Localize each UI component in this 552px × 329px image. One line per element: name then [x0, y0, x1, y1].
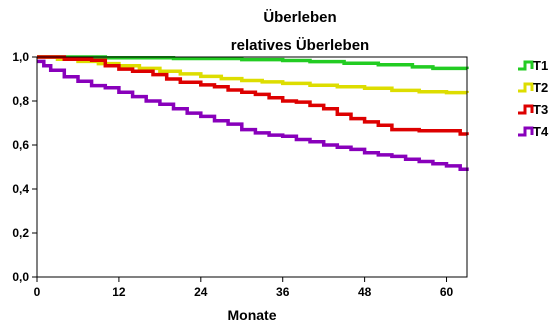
axes: 0,0 0,2 0,4 0,6 0,8 1,0 0 12 24 36 48 60	[12, 50, 468, 299]
legend-swatch	[518, 60, 534, 71]
x-tick-label: 24	[194, 285, 208, 299]
legend-label: T1	[533, 58, 548, 73]
x-axis-label: Monate	[228, 307, 277, 323]
legend-swatch	[518, 126, 534, 137]
plot-frame	[36, 56, 468, 278]
plot-area	[37, 55, 469, 171]
legend-swatch	[518, 82, 534, 93]
legend-swatch	[518, 104, 534, 115]
chart-subtitle: relatives Überleben	[231, 37, 369, 54]
legend-item-t3: T3	[518, 102, 548, 117]
x-tick-label: 12	[112, 285, 126, 299]
legend-item-t4: T4	[518, 124, 549, 139]
legend-label: T3	[533, 102, 548, 117]
y-tick-label: 0,8	[12, 94, 29, 108]
legend-label: T2	[533, 80, 548, 95]
y-tick-label: 0,2	[12, 226, 29, 240]
y-tick-label: 1,0	[12, 50, 29, 64]
x-tick-label: 0	[34, 285, 41, 299]
series-line-t2	[37, 55, 469, 95]
series-line-t3	[37, 55, 469, 136]
chart-title: Überleben	[263, 9, 336, 26]
y-tick-label: 0,0	[12, 270, 29, 284]
x-tick-label: 60	[440, 285, 454, 299]
x-tick-label: 48	[358, 285, 372, 299]
y-tick-label: 0,6	[12, 138, 29, 152]
series-line-t4	[37, 59, 469, 171]
legend-label: T4	[533, 124, 549, 139]
legend-item-t1: T1	[518, 58, 548, 73]
y-tick-label: 0,4	[12, 182, 29, 196]
series-line-t1	[37, 55, 469, 71]
x-tick-label: 36	[276, 285, 290, 299]
legend: T1 T2 T3 T4	[518, 58, 549, 139]
legend-item-t2: T2	[518, 80, 548, 95]
